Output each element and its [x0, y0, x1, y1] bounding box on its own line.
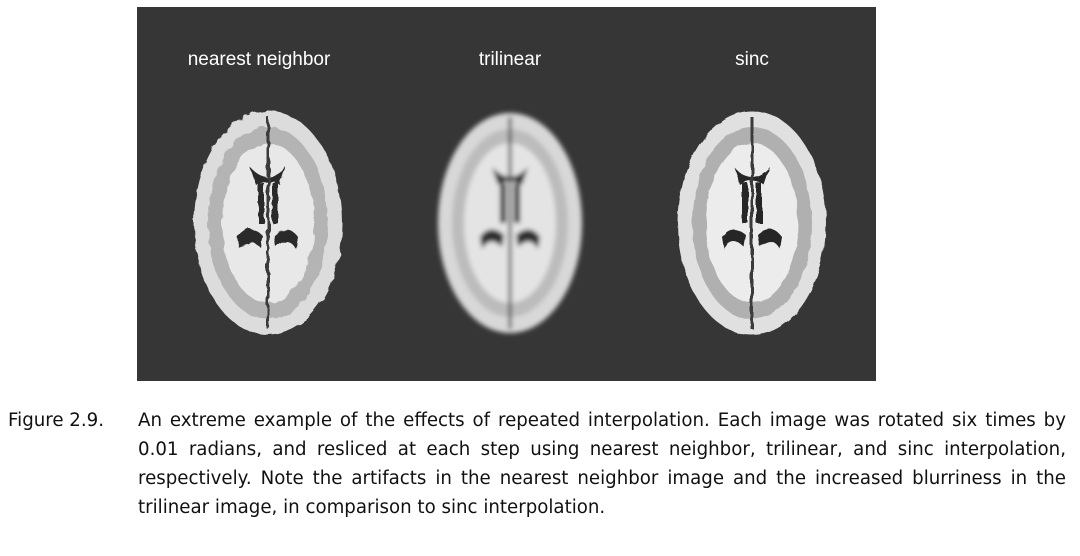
figure-image-panel: nearest neighbor trilinear sinc	[137, 7, 876, 381]
brain-slice-nearest-neighbor	[194, 111, 342, 335]
brain-slice-trilinear	[438, 113, 582, 333]
figure-number: Figure 2.9.	[8, 410, 105, 431]
caption-text: An extreme example of the effects of rep…	[138, 410, 1066, 518]
panel-label-nearest-neighbor: nearest neighbor	[187, 49, 331, 70]
panel-label-trilinear: trilinear	[478, 49, 542, 70]
panel-label-sinc: sinc	[735, 49, 769, 70]
brain-slice-sinc	[678, 111, 826, 335]
